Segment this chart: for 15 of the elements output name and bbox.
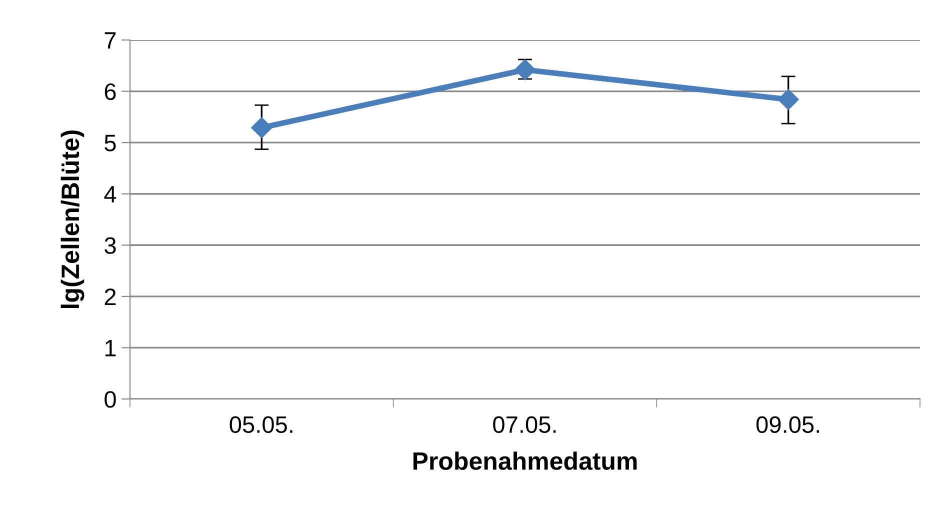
y-tick-label: 5 — [104, 134, 116, 152]
y-tick-label: 0 — [104, 391, 116, 408]
x-axis-title: Probenahmedatum — [413, 452, 637, 470]
y-tick-label: 4 — [104, 186, 116, 202]
point — [778, 88, 799, 110]
x-tick-label: 05.05. — [230, 416, 292, 434]
y-tick-label: 7 — [104, 32, 116, 49]
y-tick-label: 2 — [104, 288, 116, 305]
x-tick-label: 07.05. — [493, 416, 556, 434]
y-tick-label: 1 — [105, 340, 116, 356]
y-axis-title: lg(Zellen/Blüte) — [60, 130, 84, 308]
x-tick-label: 09.05. — [756, 416, 820, 434]
point — [251, 117, 272, 138]
y-tick-label: 3 — [104, 237, 116, 254]
y-tick-label: 6 — [104, 83, 116, 100]
